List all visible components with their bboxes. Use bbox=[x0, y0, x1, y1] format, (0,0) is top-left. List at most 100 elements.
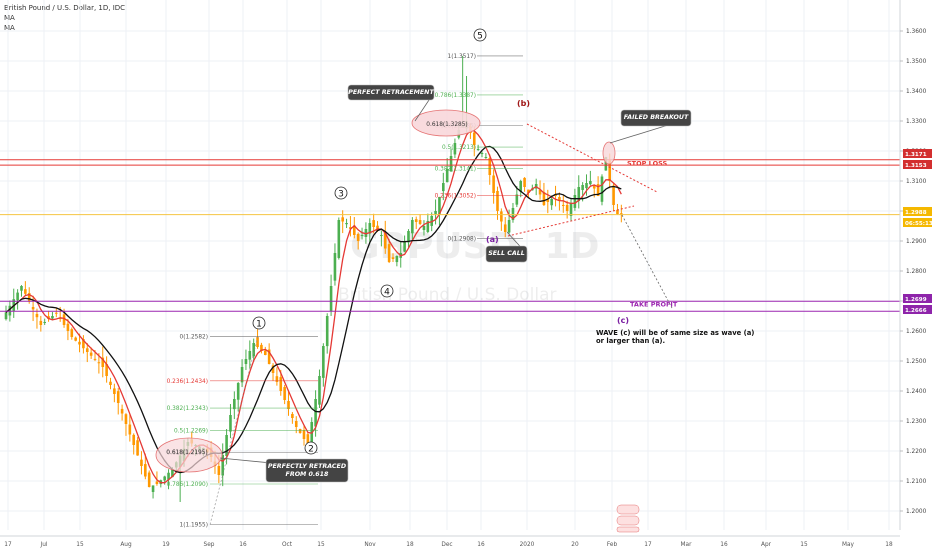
time-tick-label: 17 bbox=[4, 542, 12, 548]
ma-legend-1[interactable]: MA bbox=[4, 14, 15, 22]
candle-body bbox=[136, 440, 139, 456]
candle-body bbox=[480, 153, 484, 154]
candle-body bbox=[260, 344, 263, 351]
candle-body bbox=[51, 316, 54, 319]
wave-3-label: 3 bbox=[338, 189, 344, 199]
candle-body bbox=[171, 469, 174, 478]
candle-body bbox=[55, 312, 58, 314]
candle-body bbox=[349, 227, 352, 229]
candle-body bbox=[66, 323, 70, 331]
candle-body bbox=[163, 476, 166, 481]
time-tick-label: Nov bbox=[364, 542, 376, 548]
candle-body bbox=[109, 381, 112, 385]
fib-highlight-label: 0.618(1.2195) bbox=[166, 450, 207, 456]
candle-body bbox=[97, 362, 101, 364]
price-tag-label: 1.2699 bbox=[905, 297, 927, 303]
fib1-label: 0(1.2582) bbox=[180, 334, 209, 340]
candle-body bbox=[124, 414, 128, 424]
candle-body bbox=[294, 420, 298, 427]
price-tick-label: 1.2300 bbox=[906, 419, 927, 425]
candle-body bbox=[403, 242, 406, 252]
candle-body bbox=[542, 192, 546, 205]
candle-body bbox=[356, 233, 360, 241]
chart-title: British Pound / U.S. Dollar, 1D, IDC bbox=[4, 4, 126, 12]
candle-body bbox=[62, 314, 66, 325]
candle-body bbox=[337, 220, 341, 258]
fib1-label: 0.786(1.2090) bbox=[167, 482, 208, 488]
candle-body bbox=[345, 223, 348, 225]
candle-body bbox=[147, 472, 151, 487]
candle-body bbox=[488, 158, 492, 175]
candle-body bbox=[120, 408, 124, 414]
candle-body bbox=[4, 312, 8, 320]
candle-body bbox=[376, 225, 379, 231]
time-tick-label: Oct bbox=[282, 542, 293, 548]
candle-body bbox=[225, 435, 228, 457]
candle-body bbox=[360, 235, 364, 236]
retraced-ellipse bbox=[155, 437, 223, 473]
fib2-label: 0(1.2908) bbox=[448, 237, 477, 243]
time-tick-label: 16 bbox=[720, 542, 728, 548]
candle-body bbox=[608, 160, 612, 181]
candle-body bbox=[472, 132, 476, 145]
candle-body bbox=[411, 220, 414, 234]
candle-body bbox=[248, 351, 252, 360]
time-tick-label: Apr bbox=[761, 542, 772, 548]
candle-body bbox=[35, 313, 39, 318]
ma-fast-line bbox=[5, 129, 622, 484]
candle-body bbox=[89, 352, 93, 356]
candle-body bbox=[329, 286, 333, 312]
time-tick-label: 17 bbox=[644, 542, 652, 548]
wave-2-marker bbox=[304, 441, 318, 455]
time-tick-label: 15 bbox=[76, 542, 84, 548]
price-tag bbox=[903, 160, 932, 169]
candle-body bbox=[322, 346, 325, 378]
price-tag-label: 1.3171 bbox=[905, 152, 927, 158]
wave-c-note-line1: WAVE (c) will be of same size as wave (a… bbox=[596, 329, 754, 337]
ma-legend-2[interactable]: MA bbox=[4, 24, 15, 32]
wave-1-marker bbox=[252, 316, 266, 330]
fib2-label: 1(1.3517) bbox=[448, 54, 477, 60]
time-tick-label: 16 bbox=[239, 542, 247, 548]
candle-body bbox=[333, 253, 337, 281]
candles-group bbox=[4, 55, 623, 502]
candle-body bbox=[500, 211, 503, 222]
candle-body bbox=[616, 209, 619, 214]
fib1-label: 0.382(1.2343) bbox=[167, 406, 208, 412]
candle-body bbox=[573, 195, 577, 208]
candle-body bbox=[58, 318, 62, 320]
wave-4-label: 4 bbox=[384, 287, 390, 297]
candle-body bbox=[306, 434, 310, 445]
time-tick-label: Dec bbox=[441, 542, 452, 548]
callout-perfect-retracement: PERFECT RETRACEMENT bbox=[347, 84, 434, 122]
breakout-ellipse bbox=[602, 141, 616, 165]
wave-4-marker bbox=[380, 284, 394, 298]
candle-body bbox=[275, 376, 279, 382]
wave-1-label: 1 bbox=[256, 319, 262, 329]
candle-body bbox=[407, 231, 410, 243]
level-label: STOP LOSS bbox=[627, 160, 667, 168]
candle-body bbox=[74, 337, 77, 341]
wave-3-marker bbox=[334, 186, 348, 200]
candle-body bbox=[368, 223, 372, 234]
price-tick-label: 1.2100 bbox=[906, 479, 927, 485]
time-tick-label: 15 bbox=[800, 542, 808, 548]
time-tick-label: 16 bbox=[477, 542, 485, 548]
time-tick-label: May bbox=[842, 542, 855, 548]
candle-body bbox=[445, 169, 449, 183]
price-tag bbox=[903, 218, 932, 227]
time-tick-label: 18 bbox=[885, 542, 893, 548]
candle-body bbox=[105, 364, 108, 376]
candle-body bbox=[82, 339, 85, 349]
candle-body bbox=[221, 455, 225, 476]
candle-body bbox=[132, 434, 136, 445]
candle-body bbox=[244, 359, 248, 364]
candle-body bbox=[128, 424, 132, 435]
grid-group bbox=[0, 0, 900, 530]
candle-body bbox=[325, 316, 329, 347]
candle-body bbox=[434, 211, 437, 214]
triangle-upper-line bbox=[526, 123, 658, 193]
price-tick-label: 1.3400 bbox=[906, 89, 927, 95]
candle-body bbox=[233, 399, 236, 410]
